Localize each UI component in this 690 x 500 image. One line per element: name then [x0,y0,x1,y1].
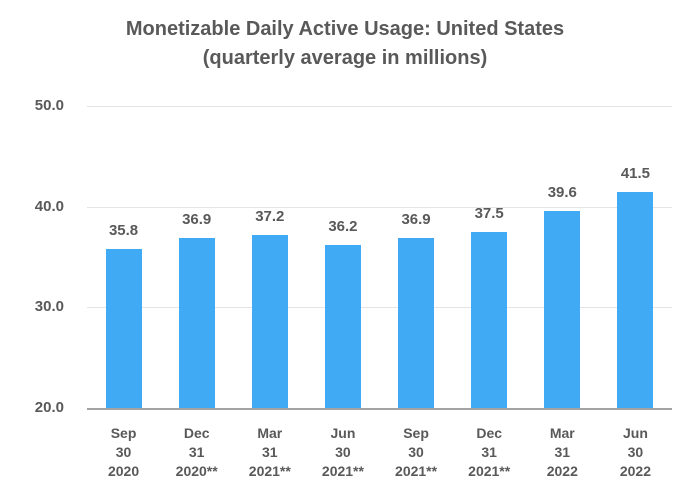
chart-title-line2: (quarterly average in millions) [202,47,488,69]
x-axis-tick-line: Dec [476,425,503,441]
bar [398,237,435,408]
gridline [87,307,672,309]
bar-value-label: 37.2 [255,207,285,225]
x-axis-tick-label: Dec 31 2021** [453,424,526,481]
x-axis-tick-label: Dec 31 2020** [160,424,233,481]
x-axis-tick-line: Jun [622,425,648,441]
x-axis-tick-line: 30 [627,444,644,460]
x-axis-tick-line: Mar [257,425,283,441]
bar-value-label: 36.9 [182,210,212,228]
plot-area: 35.8 36.9 37.2 36.2 36.9 37.5 39.6 41.5 [87,106,672,410]
bar-value-label: 41.5 [620,164,651,182]
x-axis-tick-line: 31 [262,444,278,460]
x-axis-tick-line: 2022 [546,463,578,479]
chart-title-line1: Monetizable Daily Active Usage: United S… [125,18,565,40]
y-axis-tick-label: 30.0 [34,298,64,316]
x-axis-tick-line: Dec [183,425,210,441]
bar-value-label: 36.9 [401,210,431,228]
bar [251,234,288,408]
bar-value-label: 39.6 [547,183,577,201]
x-axis-tick-line: Sep [110,425,137,441]
bar-value-label: 37.5 [474,204,504,222]
bar [178,237,215,408]
x-axis-tick-line: 31 [554,444,571,460]
x-axis-tick-line: 31 [481,444,497,460]
x-axis-tick-line: 2020** [175,463,218,479]
x-axis-tick-label: Sep 30 2020 [87,424,160,481]
x-axis-tick-line: 2021** [468,463,511,479]
y-axis: 50.0 40.0 30.0 20.0 [0,97,64,416]
chart-title: Monetizable Daily Active Usage: United S… [0,15,690,73]
x-axis-tick-line: Mar [549,425,575,441]
x-axis-tick-line: 2021** [395,463,438,479]
bar [471,231,508,408]
bar [617,191,654,408]
y-axis-tick-label: 50.0 [34,97,64,114]
x-axis-tick-label: Jun 30 2021** [306,424,379,481]
x-axis-tick-line: 2022 [619,463,652,479]
bar [105,248,142,408]
x-axis-tick-label: Mar 31 2021** [233,424,306,481]
x-axis-tick-line: 30 [408,444,424,460]
gridline [87,106,672,107]
gridline [87,206,672,208]
y-axis-tick-label: 40.0 [34,197,64,215]
x-axis-tick-line: 2021** [321,463,364,479]
x-axis-tick-line: 2021** [248,463,291,479]
x-axis-tick-label: Mar 31 2022 [526,424,599,481]
bar-value-label: 35.8 [108,221,139,239]
x-axis-tick-line: 30 [115,444,132,460]
x-axis-tick-label: Sep 30 2021** [380,424,453,481]
x-axis-tick-line: 30 [335,444,351,460]
x-axis-tick-line: Sep [403,425,429,441]
x-axis-tick-label: Jun 30 2022 [599,424,672,481]
bar [544,210,581,408]
x-axis-tick-line: Jun [330,425,356,441]
bar [324,244,361,408]
x-axis-tick-line: 31 [188,444,205,460]
x-axis-tick-line: 2020 [107,463,140,479]
x-axis: Sep 30 2020 Dec 31 2020** Mar 31 2021** Jun 30 2021… [87,424,672,490]
y-axis-tick-label: 20.0 [34,399,64,416]
bar-value-label: 36.2 [328,217,358,235]
